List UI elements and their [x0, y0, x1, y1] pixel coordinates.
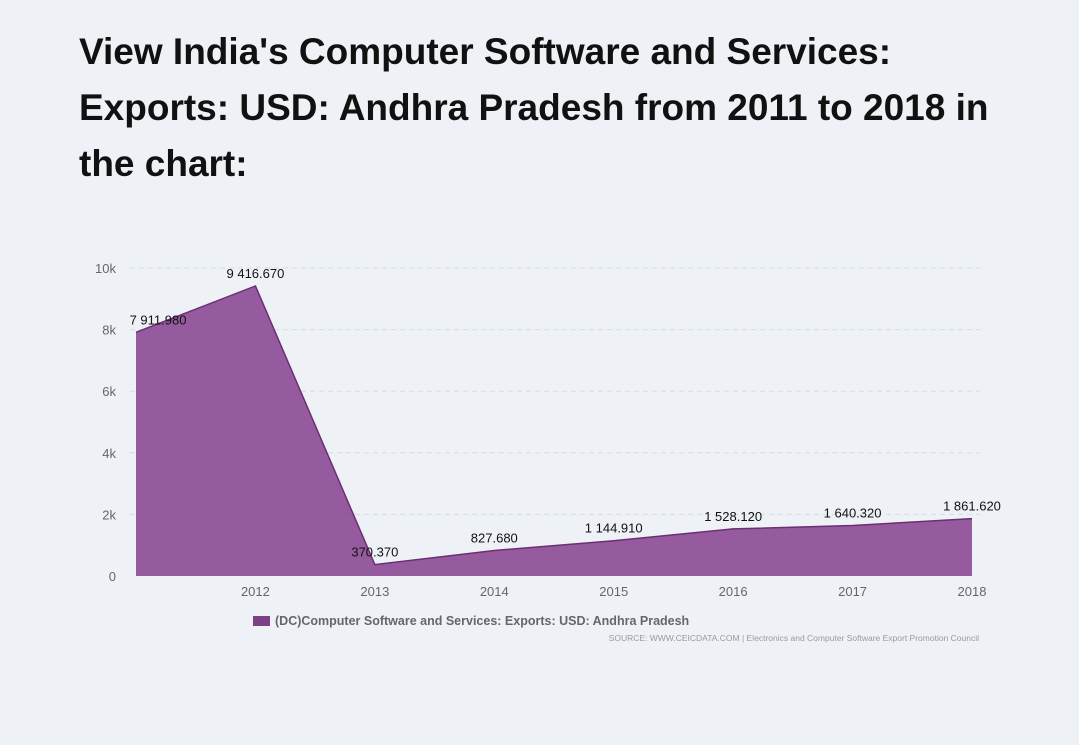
data-labels: 7 911.980 9 416.670 370.370 827.680 1 144.91… [130, 266, 1001, 560]
data-label: 1 861.620 [943, 499, 1001, 514]
x-tick-label: 2018 [958, 584, 987, 599]
series-area-fill [136, 285, 972, 576]
y-axis: 0 2k 4k 6k 8k 10k [95, 261, 116, 584]
legend-swatch [253, 616, 270, 626]
data-label: 9 416.670 [227, 266, 285, 281]
x-tick-label: 2012 [241, 584, 270, 599]
y-tick-label: 2k [102, 507, 116, 522]
data-label: 1 528.120 [704, 509, 762, 524]
data-label: 1 640.320 [824, 505, 882, 520]
legend[interactable]: (DC)Computer Software and Services: Expo… [253, 614, 689, 628]
y-tick-label: 0 [109, 569, 116, 584]
y-tick-label: 6k [102, 384, 116, 399]
series-line [135, 285, 973, 566]
source-note: SOURCE: WWW.CEICDATA.COM | Electronics a… [608, 633, 979, 643]
data-label: 370.370 [351, 545, 398, 560]
y-tick-label: 8k [102, 323, 116, 338]
x-tick-label: 2015 [599, 584, 628, 599]
grid-lines [130, 267, 980, 515]
x-tick-label: 2016 [719, 584, 748, 599]
data-label: 827.680 [471, 531, 518, 546]
legend-label: (DC)Computer Software and Services: Expo… [275, 614, 690, 628]
x-tick-label: 2014 [480, 584, 509, 599]
y-tick-label: 4k [102, 446, 116, 461]
x-axis: 2012 2013 2014 2015 2016 2017 2018 [241, 584, 986, 599]
page-title: View India's Computer Software and Servi… [79, 31, 989, 184]
series-area [135, 285, 973, 576]
x-tick-label: 2017 [838, 584, 867, 599]
x-tick-label: 2013 [360, 584, 389, 599]
data-label: 7 911.980 [130, 312, 187, 327]
data-label: 1 144.910 [585, 521, 643, 536]
y-tick-label: 10k [95, 261, 116, 276]
